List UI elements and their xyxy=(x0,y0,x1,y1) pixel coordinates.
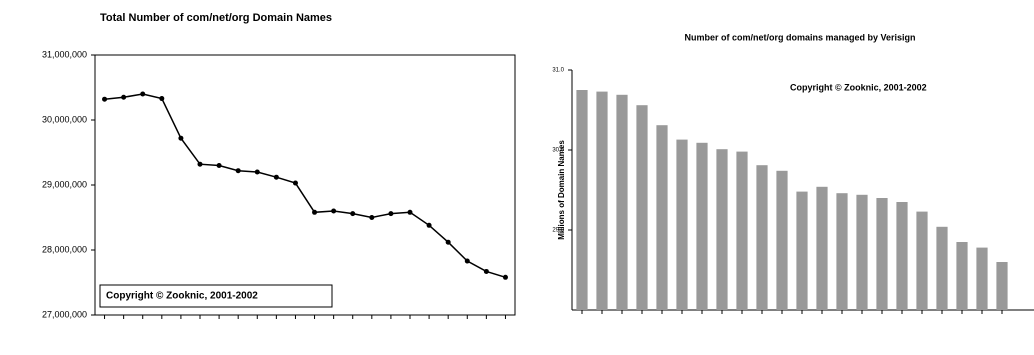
point xyxy=(388,211,394,217)
bar xyxy=(996,262,1008,310)
chart-title: Total Number of com/net/org Domain Names xyxy=(100,12,332,24)
point xyxy=(292,180,298,186)
point xyxy=(140,91,146,97)
point xyxy=(483,268,489,274)
point xyxy=(273,174,279,180)
bar xyxy=(756,165,768,310)
y-tick-label: 31,000,000 xyxy=(42,49,87,59)
point xyxy=(426,222,432,228)
bar xyxy=(936,226,948,310)
y-tick-label: 30.0 xyxy=(552,148,564,154)
y-axis-label: Millions of Domain Names xyxy=(557,140,566,240)
y-tick-label: 29,000,000 xyxy=(42,179,87,189)
bar xyxy=(696,142,708,310)
point xyxy=(254,169,260,175)
point xyxy=(178,135,184,141)
bar xyxy=(716,149,728,310)
y-tick-label: 30,000,000 xyxy=(42,114,87,124)
annotation: Copyright © Zooknic, 2001-2002 xyxy=(106,291,258,302)
point xyxy=(159,96,165,102)
chart-title: Number of com/net/org domains managed by… xyxy=(684,32,915,42)
point xyxy=(407,209,413,215)
bar xyxy=(896,202,908,310)
point xyxy=(312,209,318,215)
bar xyxy=(656,125,668,310)
bar xyxy=(856,194,868,310)
point xyxy=(121,94,127,100)
point xyxy=(102,96,108,102)
bar xyxy=(836,193,848,310)
y-tick-label: 29.0 xyxy=(552,228,564,234)
bar xyxy=(576,90,588,310)
point xyxy=(350,211,356,217)
bar xyxy=(796,191,808,310)
point xyxy=(502,274,508,280)
point xyxy=(464,258,470,264)
point xyxy=(331,208,337,214)
plot-area xyxy=(94,54,516,316)
bar xyxy=(956,242,968,310)
y-tick-label: 28,000,000 xyxy=(42,244,87,254)
point xyxy=(197,161,203,167)
point xyxy=(369,215,375,220)
line xyxy=(104,93,506,279)
bar xyxy=(916,211,928,310)
bar xyxy=(876,198,888,310)
point xyxy=(235,168,241,174)
y-tick-label: 31.0 xyxy=(552,68,564,74)
annotation-box xyxy=(99,284,333,308)
bar xyxy=(976,247,988,310)
point xyxy=(216,163,222,168)
y-tick-label: 27,000,000 xyxy=(42,309,87,319)
bar xyxy=(636,105,648,310)
bar xyxy=(816,186,828,310)
bar xyxy=(596,91,608,310)
bar xyxy=(676,139,688,310)
annotation: Copyright © Zooknic, 2001-2002 xyxy=(790,82,927,92)
point xyxy=(445,239,451,245)
bar xyxy=(616,94,628,310)
bar xyxy=(776,170,788,310)
bar xyxy=(736,151,748,310)
